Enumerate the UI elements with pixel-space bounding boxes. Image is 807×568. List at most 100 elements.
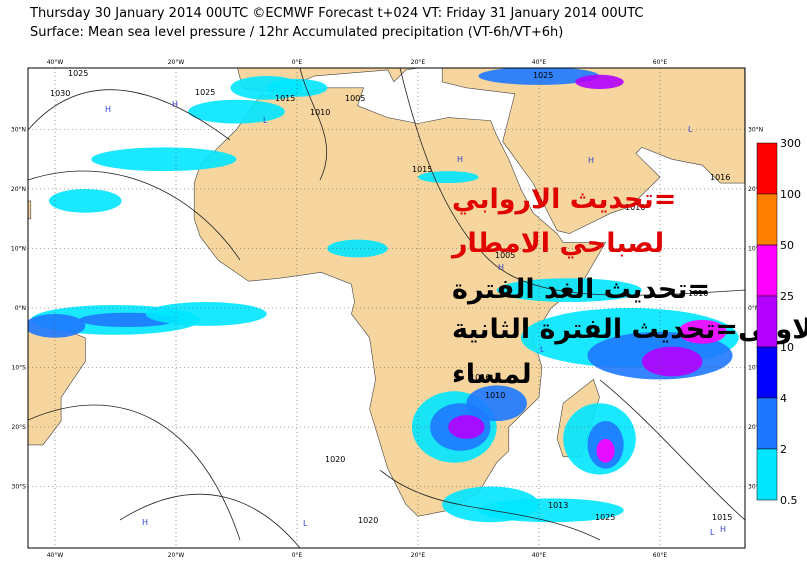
- legend-swatch: [756, 193, 778, 246]
- isobar-label: 1016: [470, 373, 490, 382]
- lon-label: 60°E: [653, 552, 668, 559]
- lon-label: 20°E: [411, 59, 426, 66]
- legend-label: 0.5: [780, 494, 798, 507]
- precip-area: [145, 302, 267, 326]
- isobar-label: 1030: [50, 89, 70, 98]
- legend-label: 300: [780, 137, 801, 150]
- lat-label: 10°S: [12, 365, 27, 372]
- lon-label: 0°E: [292, 59, 303, 66]
- pressure-centre: L: [688, 125, 693, 134]
- precip-area: [48, 189, 122, 213]
- precip-area: [478, 498, 624, 523]
- precip-area: [678, 319, 727, 344]
- pressure-centre: H: [105, 105, 111, 114]
- lon-label: 20°W: [168, 59, 185, 66]
- pressure-centre: H: [172, 100, 178, 109]
- isobar-label: 1025: [533, 71, 553, 80]
- lat-label: 10°N: [748, 246, 763, 253]
- isobar-label: 1020: [358, 516, 378, 525]
- lat-label: 30°S: [12, 484, 27, 491]
- lat-label: 20°N: [748, 186, 763, 193]
- overlay-text: لصباحي الامطار: [450, 228, 664, 259]
- map-frame: [27, 67, 746, 549]
- precip-area: [641, 346, 703, 377]
- precip-area: [575, 74, 624, 90]
- isobar-label: 1013: [548, 501, 568, 510]
- subtitle: Surface: Mean sea level pressure / 12hr …: [30, 25, 563, 40]
- legend-swatch: [756, 448, 778, 501]
- map-body: 1025 1030 1025 1005 1015 1010 1015 1016 1005 1010…: [28, 68, 745, 548]
- lat-label: 10°S: [748, 365, 763, 372]
- land: [441, 68, 745, 234]
- pressure-centre: L: [303, 519, 308, 528]
- pressure-centre: H: [498, 263, 504, 272]
- isobar-label: 1025: [68, 69, 88, 78]
- lat-label: 0°N: [15, 305, 26, 312]
- lat-label: 10°N: [11, 246, 26, 253]
- isobar: [479, 249, 745, 296]
- isobar-label: 1005: [495, 251, 515, 260]
- isobar: [28, 89, 231, 141]
- isobar-label: 1005: [345, 94, 365, 103]
- isobar: [599, 379, 745, 521]
- pressure-centre: L: [540, 345, 545, 354]
- isobar-label: 1010: [688, 289, 708, 298]
- legend-label: 2: [780, 443, 787, 456]
- lat-label: 20°N: [11, 186, 26, 193]
- isobar: [299, 68, 328, 181]
- isobar-label: 1015: [412, 165, 432, 174]
- isobar-label: 1010: [625, 203, 645, 212]
- legend-swatch: [756, 397, 778, 450]
- isobar-label: 1016: [710, 173, 730, 182]
- isobar: [119, 493, 301, 548]
- lat-label: 30°N: [11, 127, 26, 134]
- precip-area: [188, 99, 285, 124]
- legend-swatch: [756, 346, 778, 399]
- pressure-centre: L: [263, 116, 268, 125]
- legend-swatch: [756, 244, 778, 297]
- lon-label: 60°E: [653, 59, 668, 66]
- lat-label: 30°N: [748, 127, 763, 134]
- legend: 300 100 50 25 10 4 2 0.5: [756, 137, 801, 507]
- legend-swatch: [756, 295, 778, 348]
- precip-area: [596, 438, 615, 463]
- isobar-label: 1025: [595, 513, 615, 522]
- overlay-text: لمساء: [452, 359, 532, 390]
- legend-label: 25: [780, 290, 794, 303]
- isobar: [399, 68, 471, 241]
- precip-area: [327, 239, 388, 258]
- pressure-centre: L: [710, 528, 715, 537]
- legend-label: 100: [780, 188, 801, 201]
- legend-label: 50: [780, 239, 794, 252]
- lon-label: 40°W: [47, 59, 64, 66]
- isobar-label: 1020: [325, 455, 345, 464]
- lon-label: 20°E: [411, 552, 426, 559]
- precip-area: [266, 78, 328, 97]
- legend-label: 4: [780, 392, 787, 405]
- lon-label: 40°W: [47, 552, 64, 559]
- lat-label: 20°S: [12, 424, 27, 431]
- overlay-text: لاولى=تحديث الفترة الثانية: [452, 314, 807, 345]
- lat-label: 20°S: [748, 424, 763, 431]
- isobar-label: 1010: [485, 391, 505, 400]
- pressure-centre: H: [457, 155, 463, 164]
- pressure-centre: H: [588, 156, 594, 165]
- legend-swatch: [756, 142, 778, 195]
- isobar-label: 1015: [712, 513, 732, 522]
- isobar: [379, 469, 601, 541]
- precip-area: [448, 415, 485, 439]
- lat-label: 0°N: [748, 305, 759, 312]
- lon-label: 40°E: [532, 552, 547, 559]
- lon-label: 40°E: [532, 59, 547, 66]
- title: Thursday 30 January 2014 00UTC ©ECMWF Fo…: [29, 6, 643, 21]
- pressure-centre: H: [142, 518, 148, 527]
- isobar-label: 1015: [275, 94, 295, 103]
- legend-label: 10: [780, 341, 794, 354]
- lon-label: 20°W: [168, 552, 185, 559]
- isobar: [28, 404, 241, 541]
- lat-label: 30°S: [748, 484, 763, 491]
- precip-area: [466, 385, 527, 422]
- isobar-label: 1025: [195, 88, 215, 97]
